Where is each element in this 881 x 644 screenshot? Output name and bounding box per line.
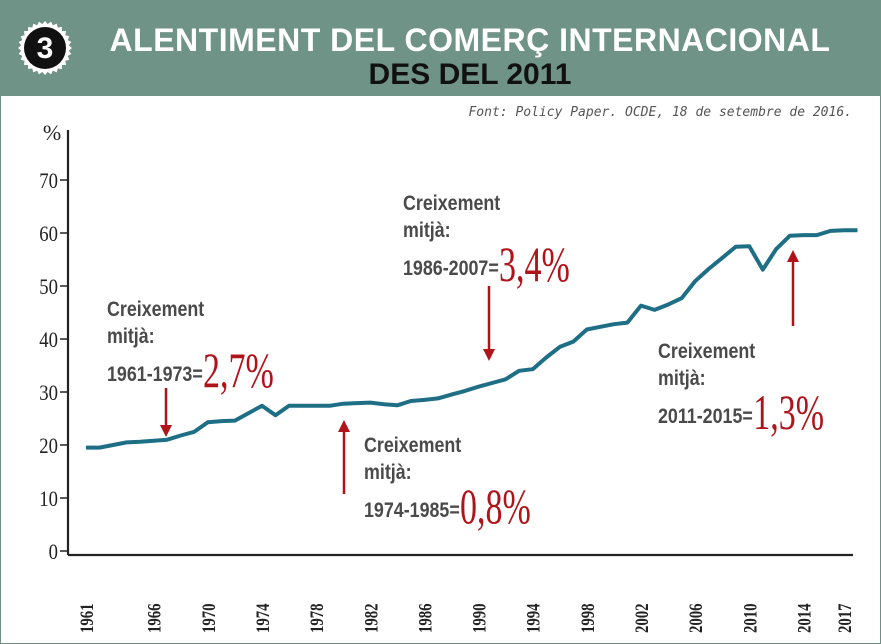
x-tick-label: 1990 [469, 603, 490, 633]
annotation-label: mitjà: [364, 461, 412, 484]
annotation-period: 1974-1985= [364, 499, 460, 522]
annotation-period: 2011-2015= [658, 405, 753, 428]
series-line [86, 228, 858, 450]
x-tick-label: 1978 [306, 603, 327, 633]
annotation-label: mitjà: [107, 325, 155, 348]
y-tick-label: 40 [39, 329, 58, 353]
chart-subtitle: DES DEL 2011 [368, 58, 572, 91]
x-tick-label: 1970 [198, 603, 219, 633]
y-tick-label: 60 [39, 223, 58, 247]
y-tick-label: 70 [39, 170, 58, 194]
x-tick-label: 1998 [577, 603, 598, 633]
annotation-1974-1985: Creixement mitjà: 1974-1985=0,8% [364, 432, 548, 534]
y-axis-label: % [43, 120, 61, 145]
badge-number: 3 [37, 32, 54, 65]
x-tick-label: 2017 [834, 603, 855, 633]
arrow-1986-2007-head [483, 349, 495, 361]
arrow-2011-2015-head [787, 250, 799, 262]
x-tick-label: 1994 [523, 603, 544, 633]
x-tick-label: 1986 [415, 603, 436, 633]
x-tick-label: 2014 [794, 603, 815, 633]
annotation-period: 1961-1973= [107, 363, 203, 386]
y-tick-label: 20 [39, 435, 58, 459]
annotation-1986-2007: Creixement mitjà: 1986-2007=3,4% [403, 190, 587, 292]
annotation-label: Creixement [658, 340, 756, 363]
annotation-label: Creixement [364, 434, 462, 457]
x-tick-label: 1961 [76, 603, 97, 633]
annotation-rate: 0,8% [459, 478, 531, 534]
number-badge-icon: 3 [18, 21, 72, 75]
annotation-rate: 2,7% [202, 342, 274, 398]
arrow-1974-1985-head [338, 420, 350, 432]
annotation-label: mitjà: [658, 367, 706, 390]
annotation-label: mitjà: [403, 219, 451, 242]
annotation-rate: 1,3% [752, 384, 824, 440]
y-tick-label: 10 [39, 488, 58, 512]
x-tick-label: 2006 [685, 603, 706, 633]
annotation-rate: 3,4% [498, 236, 570, 292]
chart-title: ALENTIMENT DEL COMERÇ INTERNACIONAL [109, 22, 831, 58]
y-tick-label: 50 [39, 276, 58, 300]
y-tick-label: 30 [39, 382, 58, 406]
annotation-2011-2015: Creixement mitjà: 2011-2015=1,3% [658, 338, 841, 440]
annotation-1961-1973: Creixement mitjà: 1961-1973=2,7% [107, 296, 291, 398]
annotation-label: Creixement [107, 298, 205, 321]
header-banner: 3 ALENTIMENT DEL COMERÇ INTERNACIONAL DE… [0, 0, 881, 96]
x-tick-label: 2002 [631, 603, 652, 633]
x-tick-label: 1982 [361, 603, 382, 633]
annotation-period: 1986-2007= [403, 257, 499, 280]
x-tick-label: 2010 [740, 603, 761, 633]
source-note: Font: Policy Paper. OCDE, 18 de setembre… [468, 105, 852, 120]
x-tick-label: 1974 [252, 603, 273, 633]
x-tick-label: 1966 [144, 603, 165, 633]
arrow-1961-1973-head [160, 425, 172, 437]
y-tick-label: 0 [49, 541, 58, 565]
annotation-label: Creixement [403, 192, 501, 215]
